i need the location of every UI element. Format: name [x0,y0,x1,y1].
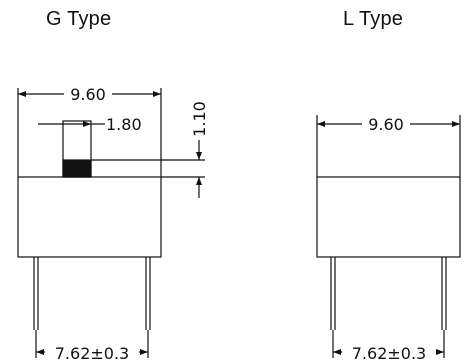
g-pitch-label: 7.62±0.3 [55,344,129,362]
l-type-title: L Type [343,8,404,30]
l-type-drawing [316,115,461,358]
g-tab-marker [62,159,92,178]
g-width-label: 9.60 [70,85,106,104]
g-type-title: G Type [46,8,112,30]
g-height-label: 1.10 [190,101,209,137]
g-tab-width-label: 1.80 [106,115,142,134]
g-body-outline [17,176,162,258]
l-pitch-label: 7.62±0.3 [352,344,426,362]
l-width-label: 9.60 [368,115,404,134]
l-body-outline [316,176,461,258]
